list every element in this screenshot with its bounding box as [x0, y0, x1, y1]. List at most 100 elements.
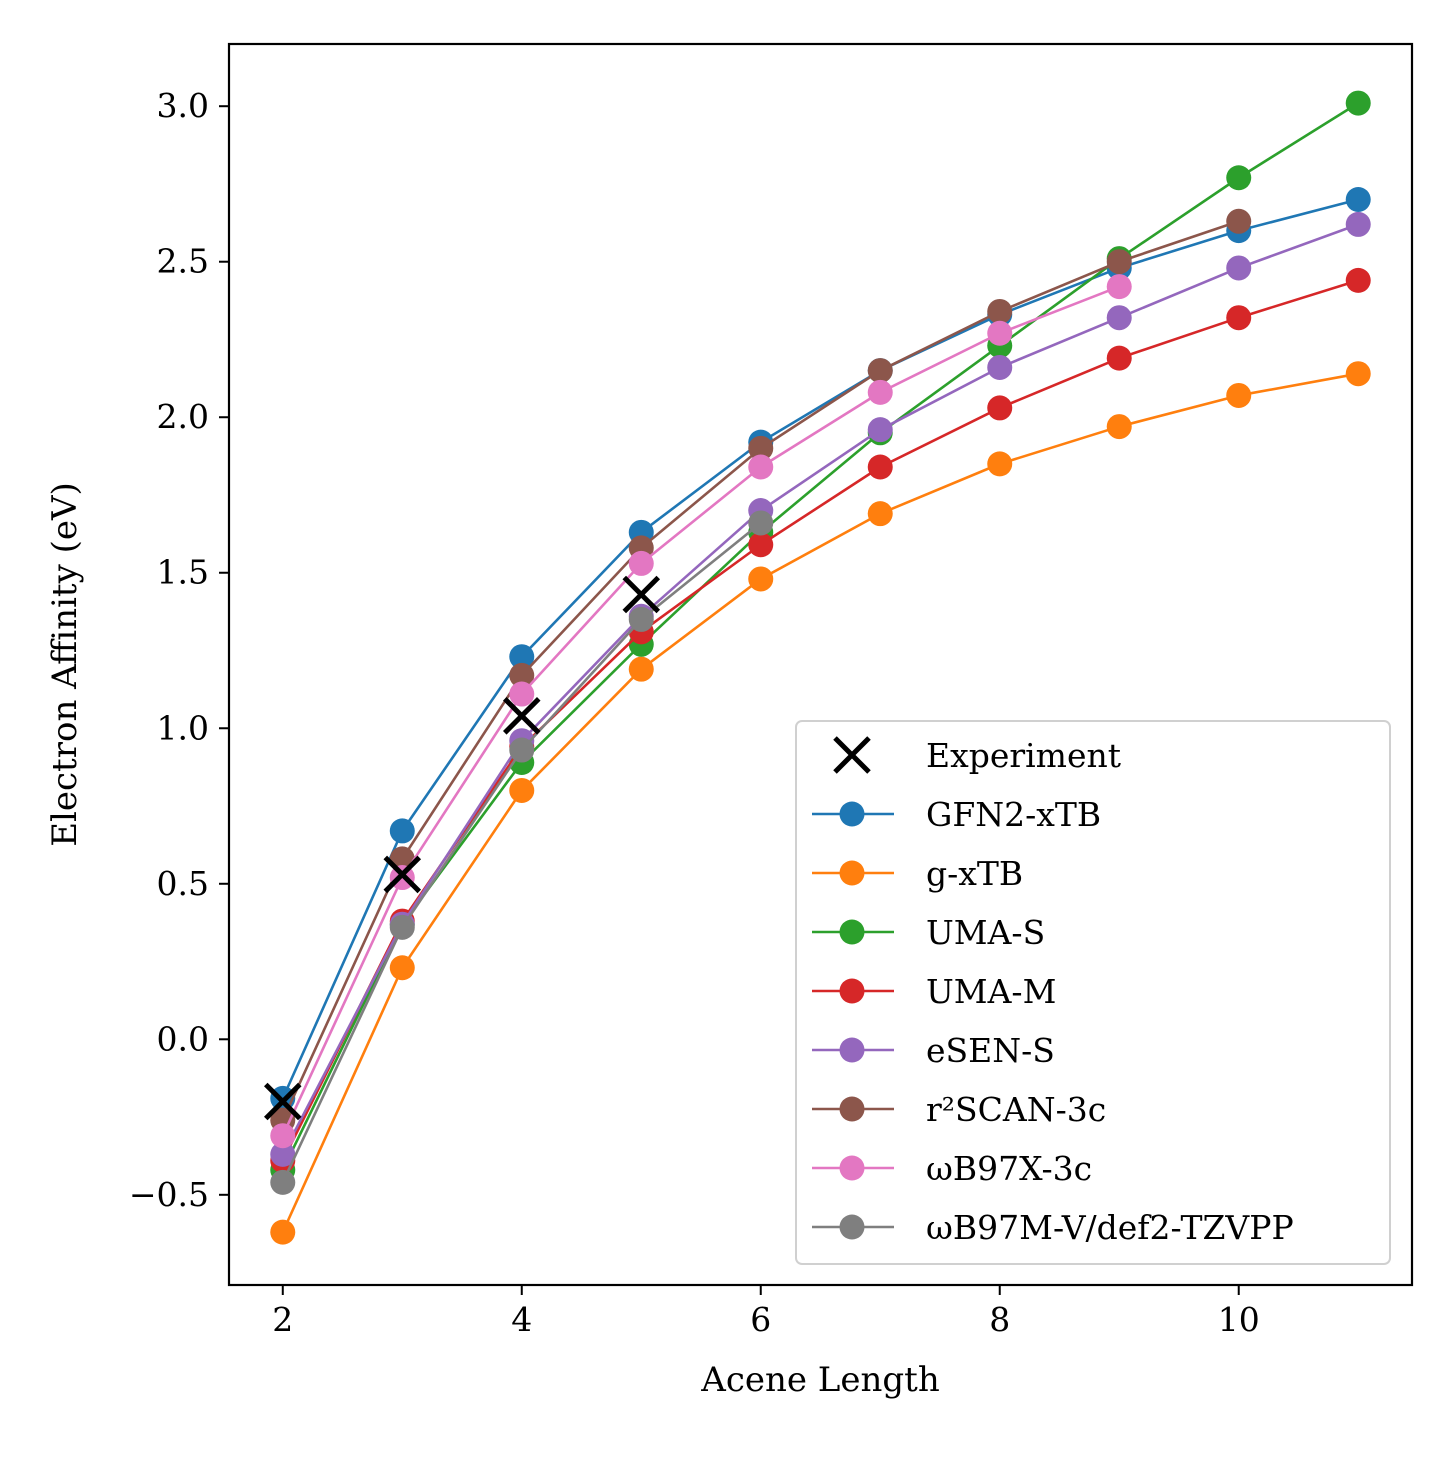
experiment-marker-stroke: [502, 697, 541, 735]
data-point: [987, 298, 1013, 324]
data-point: [1106, 249, 1132, 275]
data-point: [270, 1123, 296, 1149]
series-experiment: [264, 575, 661, 1121]
data-point: [1345, 90, 1371, 116]
data-point: [748, 435, 774, 461]
legend: Experiment GFN2-xTB g-xTB UMA-S UMA-M eSEN-S r…: [795, 720, 1391, 1265]
data-point: [867, 454, 893, 480]
series-line: [281, 285, 1120, 1137]
series-7: [270, 510, 774, 1195]
data-point: [748, 532, 774, 558]
series-line: [281, 372, 1359, 1233]
legend-marker: [839, 1037, 865, 1063]
experiment-marker-stroke: [264, 1082, 302, 1121]
legend-label: ωB97M-V/def2-TZVPP: [926, 1208, 1294, 1247]
y-tick-label: 3.0: [157, 86, 209, 125]
legend-marker: [839, 1214, 865, 1240]
experiment-marker-stroke: [383, 855, 422, 894]
legend-marker-stroke: [833, 736, 871, 774]
data-point: [1345, 267, 1371, 293]
data-point: [1345, 361, 1371, 387]
legend-marker: [839, 860, 865, 886]
legend-label: g-xTB: [926, 854, 1023, 893]
legend-item: g-xTB: [812, 854, 1023, 893]
data-point: [748, 510, 774, 536]
data-point: [509, 777, 535, 803]
y-tick-label: 0.5: [157, 864, 209, 903]
x-tick-label: 10: [1218, 1300, 1260, 1339]
legend-marker: [839, 919, 865, 945]
y-tick-label: 2.5: [157, 242, 209, 281]
y-tick-label: 2.0: [157, 397, 209, 436]
series-line: [281, 223, 1359, 1155]
experiment-point: [622, 575, 661, 614]
x-tick-label: 2: [272, 1300, 293, 1339]
y-tick-label: 1.0: [157, 708, 209, 747]
x-tick-label: 8: [989, 1300, 1010, 1339]
legend-item: UMA-M: [812, 972, 1056, 1011]
legend-marker: [839, 801, 865, 827]
data-point: [987, 395, 1013, 421]
legend-item: ωB97M-V/def2-TZVPP: [812, 1208, 1294, 1247]
experiment-point: [383, 855, 422, 894]
data-point: [270, 1219, 296, 1245]
data-point: [987, 451, 1013, 477]
x-tick-label: 6: [750, 1300, 771, 1339]
data-point: [1106, 305, 1132, 331]
data-point: [1345, 187, 1371, 213]
data-point: [389, 914, 415, 940]
data-point: [509, 662, 535, 688]
data-point: [1345, 211, 1371, 237]
data-point: [389, 955, 415, 981]
data-point: [270, 1169, 296, 1195]
legend-box: [795, 720, 1391, 1265]
data-point: [1226, 165, 1252, 191]
experiment-marker-stroke: [622, 575, 661, 614]
data-point: [987, 320, 1013, 346]
data-point: [867, 417, 893, 443]
experiment-point: [264, 1082, 302, 1121]
data-point: [1226, 255, 1252, 281]
series-1: [270, 361, 1371, 1245]
data-point: [1106, 345, 1132, 371]
x-tick-label: 4: [511, 1300, 532, 1339]
data-point: [867, 501, 893, 527]
y-tick-label: 0.0: [157, 1019, 209, 1058]
data-point: [628, 550, 654, 576]
series-line: [281, 101, 1359, 1171]
data-point: [987, 354, 1013, 380]
legend-item-experiment: Experiment: [833, 736, 1121, 775]
series-layer: [264, 90, 1371, 1245]
data-point: [628, 606, 654, 632]
axes-frame: [227, 42, 1414, 1287]
legend-label: eSEN-S: [926, 1031, 1055, 1070]
data-point: [748, 454, 774, 480]
data-point: [509, 644, 535, 670]
data-point: [1226, 305, 1252, 331]
legend-label: r²SCAN-3c: [926, 1090, 1106, 1129]
data-point: [1106, 274, 1132, 300]
legend-item: eSEN-S: [812, 1031, 1055, 1070]
legend-item: GFN2-xTB: [812, 795, 1101, 834]
data-point: [628, 656, 654, 682]
x-axis-label: Acene Length: [700, 1360, 939, 1400]
experiment-point: [502, 697, 541, 735]
y-tick-label: 1.5: [157, 553, 209, 592]
legend-label: UMA-M: [926, 972, 1056, 1011]
y-tick-label: −0.5: [129, 1175, 209, 1214]
legend-item: UMA-S: [812, 913, 1045, 952]
data-point: [389, 818, 415, 844]
data-point: [1226, 208, 1252, 234]
series-line: [281, 198, 1359, 1099]
data-point: [509, 737, 535, 763]
legend-label: GFN2-xTB: [926, 795, 1101, 834]
data-point: [1226, 382, 1252, 408]
legend-marker: [839, 1096, 865, 1122]
data-point: [270, 1141, 296, 1167]
data-point: [867, 358, 893, 384]
legend-label: ωB97X-3c: [926, 1149, 1092, 1188]
data-point: [1106, 414, 1132, 440]
data-point: [748, 566, 774, 592]
